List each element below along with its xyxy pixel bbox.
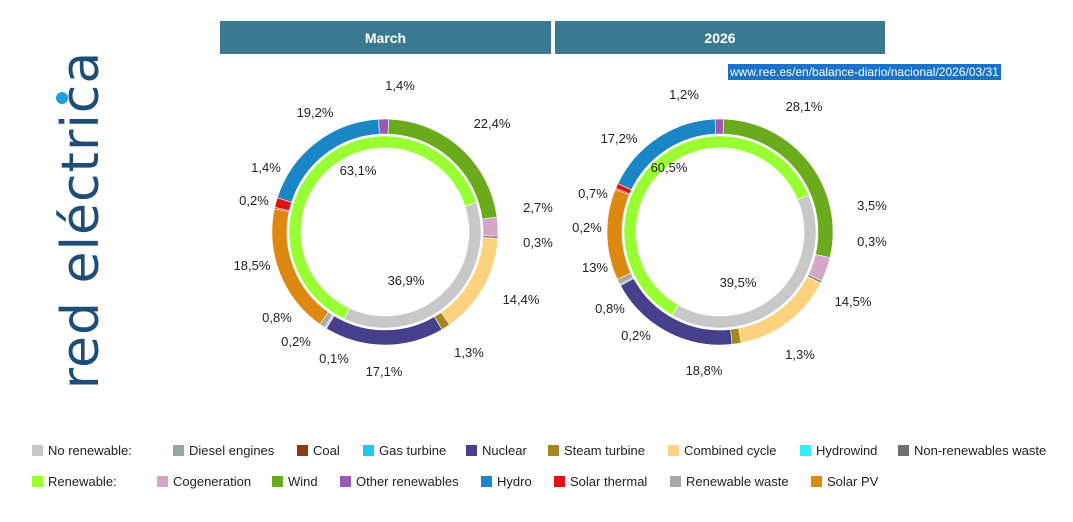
outer-data-label: 0,8% (595, 301, 625, 316)
legend-item: Nuclear (466, 443, 527, 458)
inner-data-label: 60,5% (651, 160, 688, 175)
legend-swatch (548, 445, 559, 456)
legend-item: Wind (272, 474, 318, 489)
legend-item: Other renewables (340, 474, 459, 489)
donut-charts: 63,1% 36,9% 22,4% 2,7% 0,3% 14,4% 1,3% 17,1% 0,1… (234, 78, 888, 379)
legend-swatch (363, 445, 374, 456)
legend-label: Coal (313, 443, 340, 458)
legend-swatch (800, 445, 811, 456)
legend-item: Hydro (481, 474, 532, 489)
legend-item: Non-renewables waste (898, 443, 1046, 458)
legend-label: Solar PV (827, 474, 879, 489)
legend-swatch (340, 476, 351, 487)
legend-label: Cogeneration (173, 474, 252, 489)
outer-data-label: 1,3% (454, 345, 484, 360)
legend-item: Coal (297, 443, 340, 458)
inner-data-label: 36,9% (388, 273, 425, 288)
legend-swatch (668, 445, 679, 456)
legend-label: Renewable waste (686, 474, 789, 489)
legend-group-renewable: Renewable: (32, 474, 117, 489)
outer-data-label: 17,2% (601, 131, 638, 146)
legend-swatch (554, 476, 565, 487)
outer-data-label: 0,2% (572, 220, 602, 235)
legend-swatch-renewable (32, 476, 43, 487)
legend-item: Cogeneration (157, 474, 251, 489)
legend-label: Hydro (497, 474, 532, 489)
legend-swatch (898, 445, 909, 456)
legend-group-nonrenewable: No renewable: (32, 443, 132, 458)
outer-data-label: 1,4% (251, 160, 281, 175)
outer-slice-cogeneration (481, 216, 499, 237)
legend-label: Non-renewables waste (914, 443, 1047, 458)
legend-label-nonrenewable: No renewable: (48, 443, 132, 458)
outer-data-label: 28,1% (786, 99, 823, 114)
legend-item: Combined cycle (668, 443, 777, 458)
outer-data-label: 3,5% (857, 198, 887, 213)
outer-data-label: 1,4% (385, 78, 415, 93)
outer-data-label: 0,8% (262, 310, 292, 325)
source-url[interactable]: www.ree.es/en/balance-diario/nacional/20… (728, 64, 1001, 80)
legend-swatch-nonrenewable (32, 445, 43, 456)
header-year: 2026 (555, 21, 885, 54)
legend-label: Other renewables (356, 474, 459, 489)
legend-swatch (466, 445, 477, 456)
outer-data-label: 2,7% (523, 200, 553, 215)
outer-data-label: 0,1% (319, 351, 349, 366)
outer-data-label: 0,2% (621, 328, 651, 343)
outer-data-label: 19,2% (297, 105, 334, 120)
legend-item: Solar thermal (554, 474, 647, 489)
outer-data-label: 0,2% (239, 193, 269, 208)
legend-swatch (157, 476, 168, 487)
legend-item: Gas turbine (363, 443, 446, 458)
outer-data-label: 18,5% (234, 258, 271, 273)
legend-swatch (173, 445, 184, 456)
legend-label: Combined cycle (684, 443, 777, 458)
legend-item: Solar PV (811, 474, 878, 489)
legend-swatch (272, 476, 283, 487)
legend-swatch (670, 476, 681, 487)
outer-slice-other-renewables (714, 118, 724, 135)
outer-slice-other-renewables (378, 118, 389, 135)
outer-data-label: 0,7% (578, 186, 608, 201)
legend-swatch (811, 476, 822, 487)
inner-data-label: 39,5% (720, 275, 757, 290)
outer-data-label: 14,4% (503, 292, 540, 307)
legend-label: Solar thermal (570, 474, 648, 489)
legend-label: Nuclear (482, 443, 527, 458)
legend-label: Wind (288, 474, 318, 489)
legend-swatch (297, 445, 308, 456)
legend-swatch (481, 476, 492, 487)
legend-item: Diesel engines (173, 443, 274, 458)
outer-data-label: 1,3% (785, 347, 815, 362)
outer-data-label: 0,3% (523, 235, 553, 250)
legend-label: Gas turbine (379, 443, 447, 458)
legend-label-renewable: Renewable: (48, 474, 117, 489)
logo: red eléctrica (50, 10, 112, 430)
logo-dot (56, 92, 68, 104)
outer-data-label: 17,1% (366, 364, 403, 379)
legend-label: Diesel engines (189, 443, 275, 458)
outer-data-label: 0,2% (281, 334, 311, 349)
legend-label: Steam turbine (564, 443, 645, 458)
legend-label: Hydrowind (816, 443, 878, 458)
outer-data-label: 18,8% (686, 363, 723, 378)
outer-data-label: 14,5% (835, 294, 872, 309)
legend-item: Hydrowind (800, 443, 877, 458)
inner-data-label: 63,1% (340, 163, 377, 178)
inner-slice-no-renewable (343, 202, 482, 329)
outer-data-label: 0,3% (857, 234, 887, 249)
outer-data-label: 1,2% (669, 87, 699, 102)
legend-item: Renewable waste (670, 474, 789, 489)
outer-data-label: 22,4% (474, 116, 511, 131)
inner-slice-no-renewable (672, 194, 817, 329)
header-month: March (220, 21, 551, 54)
outer-data-label: 13% (582, 260, 608, 275)
legend-item: Steam turbine (548, 443, 645, 458)
